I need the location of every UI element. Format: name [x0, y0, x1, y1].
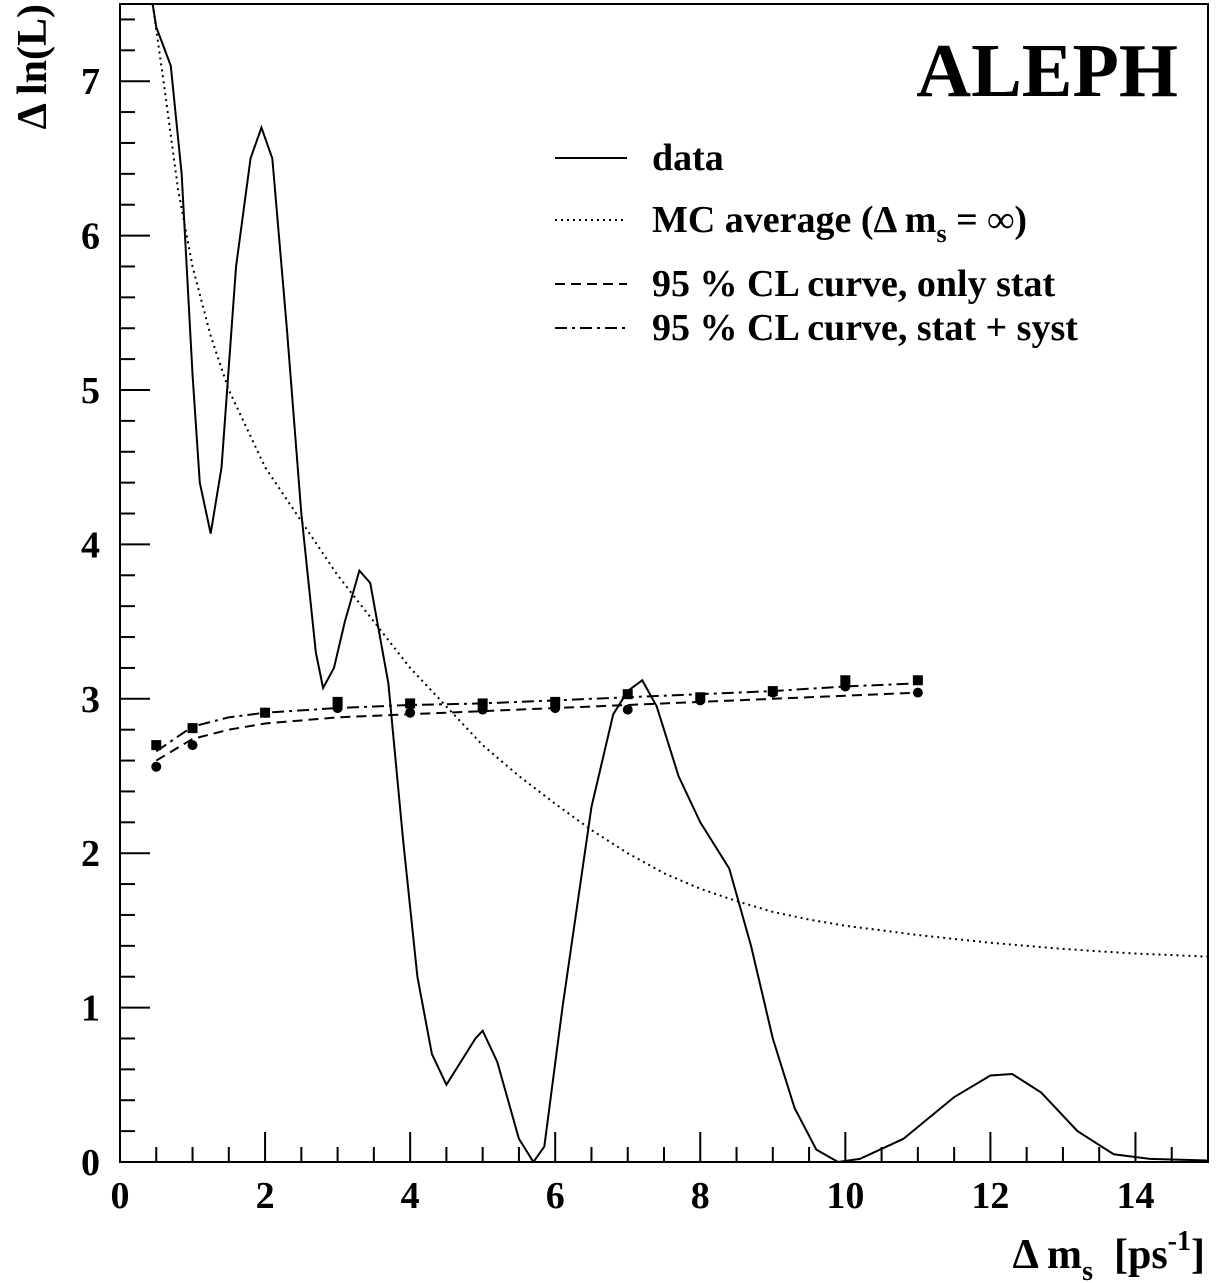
data-point [840, 675, 851, 686]
data-point [622, 689, 633, 700]
data-point [151, 761, 162, 772]
legend-label: data [652, 137, 724, 179]
data-point [151, 740, 162, 751]
legend-name-sub: s [936, 219, 946, 248]
x-tick-label: 6 [546, 1175, 565, 1217]
x-label-close: ] [1191, 1232, 1205, 1278]
legend-label: MC average (Δ ms = ∞) [652, 199, 1027, 248]
y-tick-label: 1 [81, 988, 100, 1030]
legend-name: 95 % CL curve, only stat [652, 263, 1056, 305]
data-point [405, 698, 416, 709]
legend-label: 95 % CL curve, only stat [652, 263, 1056, 305]
y-tick-label: 4 [81, 524, 100, 566]
plot-frame [119, 3, 1209, 1163]
data-point [477, 698, 488, 709]
data-point [187, 740, 198, 751]
y-tick-label: 5 [81, 370, 100, 412]
x-label-unit: [ps [1093, 1232, 1168, 1278]
x-tick-label: 2 [256, 1175, 275, 1217]
y-tick-label: 0 [81, 1142, 100, 1184]
data-point [622, 704, 633, 715]
data-point [405, 707, 416, 718]
x-tick-label: 0 [111, 1175, 130, 1217]
data-point [550, 696, 561, 707]
data-point [767, 686, 778, 697]
y-tick-label: 2 [81, 833, 100, 875]
legend-name: data [652, 137, 724, 179]
data-point [332, 696, 343, 707]
data-point [912, 687, 923, 698]
y-tick-label: 6 [81, 216, 100, 258]
legend-name: MC average (Δ m [652, 199, 936, 241]
x-label-sup: -1 [1168, 1226, 1191, 1257]
legend: data MC average (Δ ms = ∞) 95 % CL curve, … [555, 137, 1078, 349]
legend-name-tail: = ∞) [947, 199, 1027, 241]
data-point [187, 723, 198, 734]
series-line [155, 691, 918, 762]
x-label-main: Δ m [1013, 1232, 1083, 1278]
legend-name: 95 % CL curve, stat + syst [652, 307, 1078, 349]
chart-title: ALEPH [916, 29, 1178, 113]
x-tick-label: 14 [1116, 1175, 1154, 1217]
x-axis-label: Δ ms [ps-1] [1013, 1226, 1205, 1283]
series-line [151, 4, 1209, 1163]
data-point [912, 675, 923, 686]
legend-label: 95 % CL curve, stat + syst [652, 307, 1078, 349]
x-tick-label: 8 [691, 1175, 710, 1217]
x-tick-label: 10 [826, 1175, 864, 1217]
y-tick-label: 7 [81, 61, 100, 103]
x-tick-label: 4 [401, 1175, 420, 1217]
x-tick-label: 12 [971, 1175, 1009, 1217]
data-point [695, 692, 706, 703]
y-axis-label: Δ ln(L) [10, 4, 56, 130]
x-label-sub: s [1082, 1256, 1093, 1283]
y-tick-label: 3 [81, 679, 100, 721]
data-point [260, 707, 271, 718]
series-line [155, 682, 918, 753]
plot-area [151, 4, 1209, 1163]
